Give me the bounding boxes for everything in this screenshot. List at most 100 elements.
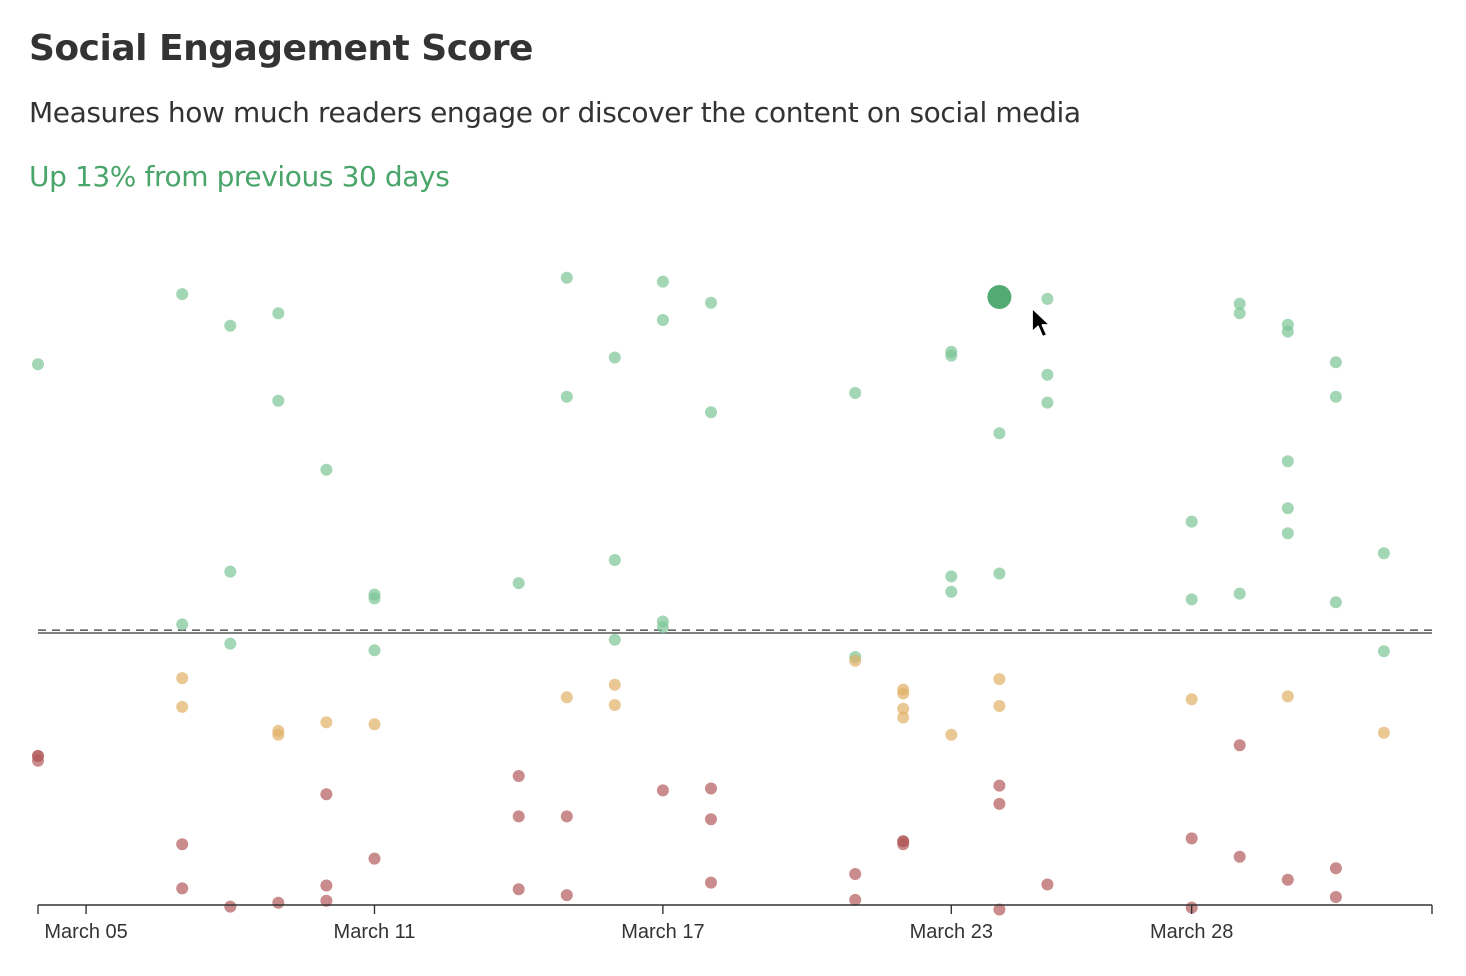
data-point[interactable]: [176, 882, 189, 895]
data-point[interactable]: [272, 896, 285, 909]
data-point[interactable]: [1185, 693, 1198, 706]
data-point[interactable]: [1233, 850, 1246, 863]
data-point[interactable]: [560, 390, 573, 403]
data-point[interactable]: [320, 463, 333, 476]
mouse-pointer-icon: [1031, 307, 1051, 338]
data-point[interactable]: [705, 813, 717, 826]
data-point[interactable]: [897, 702, 910, 715]
data-point[interactable]: [32, 358, 44, 371]
data-point[interactable]: [993, 567, 1006, 580]
data-point[interactable]: [32, 754, 44, 767]
data-point[interactable]: [993, 903, 1006, 916]
data-point[interactable]: [656, 275, 669, 288]
data-point[interactable]: [512, 577, 525, 590]
data-point[interactable]: [368, 852, 381, 865]
data-point[interactable]: [945, 349, 958, 362]
data-point[interactable]: [993, 797, 1006, 810]
data-point[interactable]: [656, 784, 669, 797]
data-point[interactable]: [320, 788, 333, 801]
data-point[interactable]: [993, 673, 1006, 686]
data-point[interactable]: [608, 678, 621, 691]
data-point[interactable]: [945, 585, 958, 598]
data-point[interactable]: [1281, 690, 1294, 703]
data-point[interactable]: [1185, 593, 1198, 606]
data-point[interactable]: [224, 319, 237, 332]
data-point[interactable]: [1281, 502, 1294, 515]
data-point[interactable]: [1377, 645, 1390, 658]
data-point[interactable]: [320, 879, 333, 892]
data-point[interactable]: [1329, 862, 1342, 875]
data-point[interactable]: [224, 900, 237, 913]
data-point[interactable]: [897, 711, 910, 724]
data-point[interactable]: [224, 637, 237, 650]
data-point[interactable]: [945, 728, 958, 741]
data-point[interactable]: [1281, 527, 1294, 540]
data-point[interactable]: [849, 893, 862, 906]
data-point[interactable]: [993, 427, 1006, 440]
data-point[interactable]: [1041, 878, 1054, 891]
data-point[interactable]: [849, 387, 862, 399]
x-axis-tick-label: March 05: [44, 921, 127, 943]
data-point[interactable]: [560, 271, 573, 284]
data-point[interactable]: [512, 810, 525, 823]
data-point[interactable]: [897, 838, 910, 851]
data-point[interactable]: [1329, 891, 1342, 903]
data-point[interactable]: [656, 314, 669, 326]
data-point[interactable]: [512, 883, 525, 896]
data-point[interactable]: [705, 406, 717, 419]
data-point[interactable]: [176, 838, 189, 851]
data-point[interactable]: [849, 654, 862, 667]
data-point[interactable]: [1041, 396, 1054, 409]
data-point[interactable]: [176, 618, 189, 631]
data-point[interactable]: [560, 889, 573, 902]
data-point[interactable]: [1281, 873, 1294, 886]
data-point[interactable]: [608, 633, 621, 646]
data-point[interactable]: [1233, 297, 1246, 310]
data-point[interactable]: [1281, 455, 1294, 468]
data-point[interactable]: [1281, 325, 1294, 338]
data-point[interactable]: [705, 782, 717, 795]
data-point[interactable]: [1233, 587, 1246, 600]
data-point[interactable]: [608, 351, 621, 364]
data-point[interactable]: [1185, 515, 1198, 528]
data-point[interactable]: [272, 728, 285, 741]
data-point[interactable]: [560, 691, 573, 704]
data-point[interactable]: [849, 868, 862, 880]
data-point[interactable]: [320, 716, 333, 729]
data-point[interactable]: [368, 718, 381, 731]
data-point[interactable]: [272, 307, 285, 320]
data-point[interactable]: [1329, 356, 1342, 369]
data-point[interactable]: [608, 554, 621, 566]
data-point[interactable]: [608, 699, 621, 711]
data-point[interactable]: [705, 876, 717, 889]
data-point[interactable]: [945, 570, 958, 583]
data-point[interactable]: [1041, 292, 1054, 305]
data-point[interactable]: [512, 770, 525, 782]
data-point[interactable]: [897, 687, 910, 700]
data-point[interactable]: [1233, 307, 1246, 320]
data-point[interactable]: [1233, 739, 1246, 752]
data-point[interactable]: [705, 296, 717, 309]
data-point[interactable]: [1329, 390, 1342, 403]
data-point[interactable]: [993, 779, 1006, 792]
x-axis-tick-label: March 11: [334, 921, 416, 943]
data-point[interactable]: [1329, 596, 1342, 609]
data-point[interactable]: [368, 644, 381, 657]
data-point[interactable]: [1041, 368, 1054, 381]
data-point[interactable]: [1377, 726, 1390, 739]
data-point[interactable]: [176, 672, 189, 685]
data-point[interactable]: [368, 592, 381, 605]
data-point[interactable]: [560, 810, 573, 823]
x-axis-tick-label: March 23: [910, 921, 993, 943]
data-point[interactable]: [224, 565, 237, 578]
data-point[interactable]: [1377, 547, 1390, 560]
data-point[interactable]: [993, 700, 1006, 712]
data-point[interactable]: [656, 621, 669, 634]
data-point[interactable]: [1185, 832, 1198, 845]
highlighted-data-point[interactable]: [987, 285, 1012, 309]
data-point[interactable]: [272, 394, 285, 407]
data-point[interactable]: [176, 700, 189, 713]
data-point[interactable]: [176, 288, 189, 301]
data-point[interactable]: [320, 894, 333, 907]
